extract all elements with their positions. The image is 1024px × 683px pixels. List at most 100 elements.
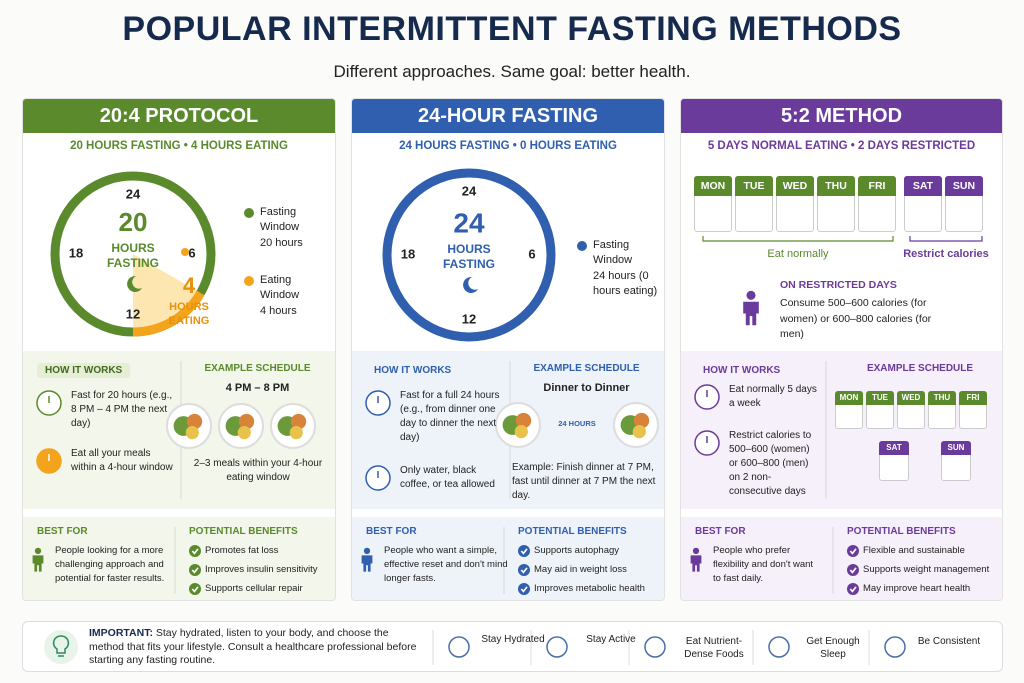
legend-label: Eating Window <box>260 274 300 301</box>
best-text: People who prefer flexibility and don't … <box>713 545 814 584</box>
method-summary: 20 HOURS FASTING • 4 HOURS EATING <box>70 140 288 152</box>
tip-label: Be Consistent <box>917 636 981 647</box>
method-card: 24-HOUR FASTING 24 HOURS FASTING • 0 HOUR… <box>351 98 665 601</box>
schedule-title: EXAMPLE SCHEDULE <box>866 363 974 374</box>
eating-number: 4 <box>183 273 196 298</box>
check-icon <box>189 545 201 557</box>
important-note: IMPORTANT: Stay hydrated, listen to your… <box>89 627 424 668</box>
check-mark <box>849 586 857 593</box>
eating-label: EATING <box>169 315 210 327</box>
food <box>633 412 650 429</box>
tip-icon <box>768 636 790 658</box>
day-label: THU <box>817 176 855 196</box>
clock-label: 12 <box>462 311 476 326</box>
subtitle: Different approaches. Same goal: better … <box>333 62 691 81</box>
clock-label: 18 <box>401 246 415 261</box>
food <box>238 413 255 430</box>
food <box>185 426 199 440</box>
benefits-title: POTENTIAL BENEFITS <box>847 526 956 537</box>
tip-label: Stay Hydrated <box>481 634 545 645</box>
check-mark <box>520 567 528 574</box>
tip-icon <box>644 636 666 658</box>
day-label: SAT <box>879 441 909 455</box>
how-panel <box>681 351 1002 509</box>
bulb-icon <box>44 630 78 664</box>
bulb-icon <box>52 635 70 657</box>
how-step: Only water, black coffee, or tea allowed <box>400 465 495 490</box>
center-number: 24 <box>453 207 485 238</box>
food <box>290 413 307 430</box>
check-mark <box>191 548 199 555</box>
person-icon <box>746 290 756 300</box>
day-label: TUE <box>735 176 773 196</box>
legend-dot <box>577 241 587 251</box>
tip-label: Eat Nutrient-Dense Foods <box>684 636 744 660</box>
legend-detail: 4 hours <box>260 305 297 317</box>
tip-icon <box>884 636 906 658</box>
center-number: 20 <box>119 207 148 237</box>
important-label: IMPORTANT: <box>89 627 153 639</box>
eating-arc <box>132 290 205 337</box>
sun-icon <box>181 248 189 256</box>
method-header: 20:4 PROTOCOL <box>23 99 335 133</box>
clock-label: 24 <box>462 183 477 198</box>
eating-label: HOURS <box>169 301 209 313</box>
check-icon <box>847 583 859 595</box>
benefit-item: Improves insulin sensitivity <box>205 564 318 575</box>
best-title: BEST FOR <box>695 526 746 537</box>
benefit-item: Improves metabolic health <box>534 583 645 594</box>
day-label: SAT <box>904 176 942 196</box>
person-icon <box>692 547 700 555</box>
moon-icon <box>463 276 478 293</box>
benefit-item: May aid in weight loss <box>534 564 627 575</box>
how-step: Eat all your meals within a 4-hour windo… <box>71 448 173 473</box>
person-icon <box>363 547 371 555</box>
check-icon <box>189 583 201 595</box>
method-summary: 24 HOURS FASTING • 0 HOURS EATING <box>399 140 617 152</box>
restricted-title: ON RESTRICTED DAYS <box>780 279 897 291</box>
schedule-note: Example: Finish dinner at 7 PM, fast unt… <box>512 462 656 501</box>
check-icon <box>847 545 859 557</box>
how-step: Fast for 20 hours (e.g., 8 PM – 4 PM the… <box>71 390 173 429</box>
schedule-note: 2–3 meals within your 4-hour eating wind… <box>193 458 323 483</box>
food <box>515 412 532 429</box>
food <box>289 426 303 440</box>
day-label: FRI <box>858 176 896 196</box>
check-icon <box>189 564 201 576</box>
schedule-title: EXAMPLE SCHEDULE <box>204 363 311 374</box>
clock-label: 6 <box>188 245 195 260</box>
check-mark <box>849 548 857 555</box>
best-panel <box>352 517 664 600</box>
benefit-item: Supports autophagy <box>534 545 620 556</box>
check-mark <box>849 567 857 574</box>
clock-face <box>382 168 556 342</box>
person-icon <box>690 555 702 572</box>
best-panel <box>681 517 1002 600</box>
how-step: Fast for a full 24 hours (e.g., from din… <box>400 390 500 443</box>
method-header: 5:2 METHOD <box>681 99 1002 133</box>
how-title: HOW IT WORKS <box>374 365 452 376</box>
bracket-label: Restrict calories <box>903 248 989 260</box>
check-mark <box>520 548 528 555</box>
legend-detail: 20 hours <box>260 237 303 249</box>
moon-icon <box>127 275 142 292</box>
food <box>514 425 528 439</box>
bracket-label: Eat normally <box>767 248 829 260</box>
benefit-item: Promotes fat loss <box>205 545 279 556</box>
person-icon <box>34 547 42 555</box>
restricted-text: Consume 500–600 calories (for women) or … <box>780 297 932 340</box>
benefits-title: POTENTIAL BENEFITS <box>189 526 298 537</box>
day-label: WED <box>897 391 925 405</box>
how-step: Restrict calories to 500–600 (women) or … <box>729 430 812 497</box>
food <box>632 425 646 439</box>
schedule-heading: 4 PM – 8 PM <box>225 382 290 394</box>
footer: IMPORTANT: Stay hydrated, listen to your… <box>22 621 1003 672</box>
center-label: FASTING <box>443 257 495 271</box>
person-icon <box>743 301 759 326</box>
benefit-item: Supports weight management <box>863 564 990 575</box>
tip-icon <box>546 636 568 658</box>
check-icon <box>518 545 530 557</box>
